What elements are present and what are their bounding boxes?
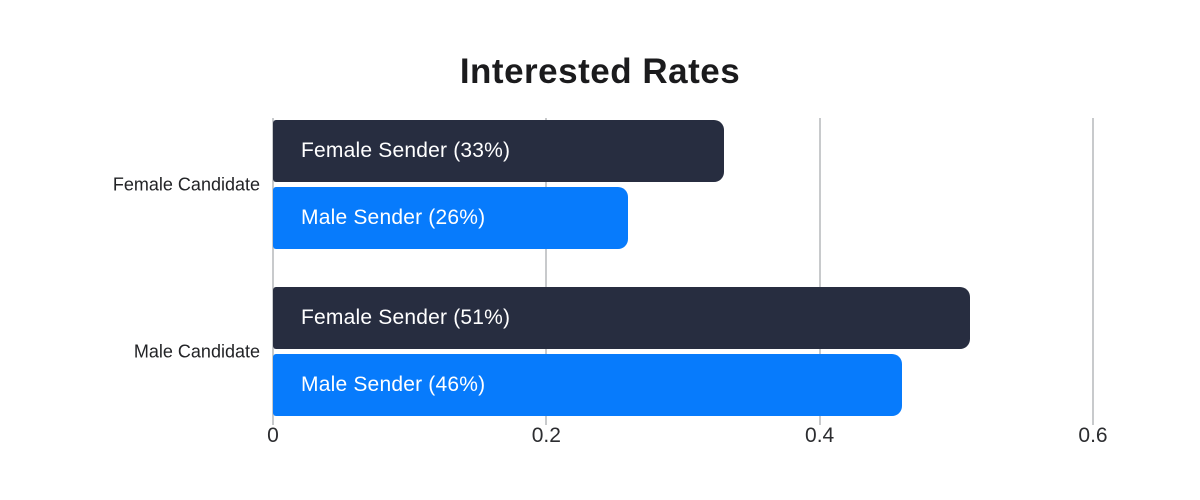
bar-female-candidate-female-sender: Female Sender (33%) bbox=[273, 120, 724, 182]
gridline-0.6 bbox=[1092, 118, 1094, 425]
bar-male-candidate-male-sender: Male Sender (46%) bbox=[273, 354, 902, 416]
gridline-0.2 bbox=[545, 118, 548, 425]
gridline-0 bbox=[272, 118, 274, 425]
x-tick-label-0.2: 0.2 bbox=[531, 424, 561, 447]
bar-label: Female Sender (33%) bbox=[301, 139, 511, 162]
x-tick-label-0.4: 0.4 bbox=[805, 424, 835, 447]
chart-title: Interested Rates bbox=[459, 52, 741, 91]
bar-male-candidate-female-sender: Female Sender (51%) bbox=[273, 287, 970, 349]
bar-label: Male Sender (26%) bbox=[301, 206, 486, 229]
bar-label: Male Sender (46%) bbox=[301, 373, 486, 396]
bar-label: Female Sender (51%) bbox=[301, 306, 511, 329]
category-label-female-candidate: Female Candidate bbox=[112, 174, 260, 194]
plot-area: Female Sender (33%) Male Sender (26%) Fema… bbox=[272, 118, 1135, 425]
x-tick-label-0: 0 bbox=[267, 424, 279, 447]
x-tick-label-0.6: 0.6 bbox=[1078, 424, 1108, 447]
gridline-0.4 bbox=[818, 118, 821, 425]
category-label-male-candidate: Male Candidate bbox=[133, 341, 260, 361]
bar-female-candidate-male-sender: Male Sender (26%) bbox=[273, 187, 629, 249]
